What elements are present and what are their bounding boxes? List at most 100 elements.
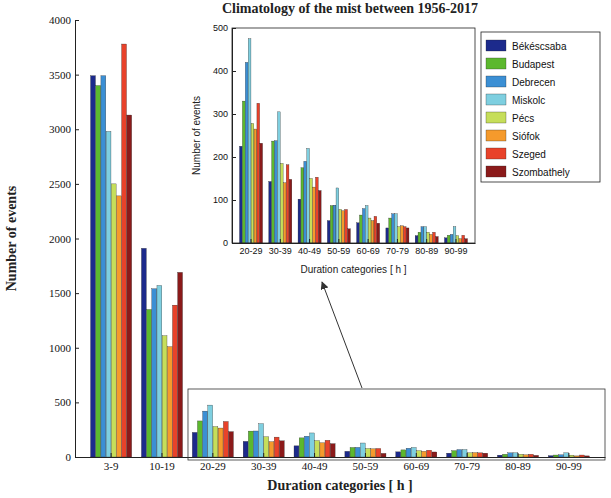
bar: [315, 177, 318, 243]
bar: [422, 451, 427, 457]
bar: [574, 456, 579, 457]
legend-label: Békéscsaba: [512, 41, 567, 52]
bar: [294, 446, 299, 457]
legend-label: Debrecen: [512, 77, 555, 88]
y-tick: 100: [213, 195, 236, 205]
y-tick-mark: [75, 293, 79, 294]
bar: [304, 161, 307, 243]
y-tick-mark: [75, 20, 79, 21]
y-axis-title: Number of events: [191, 96, 202, 175]
x-tick: 50-59: [327, 239, 350, 256]
x-tick-mark: [280, 239, 281, 243]
bar-series: [242, 101, 450, 243]
y-tick-label: 4000: [49, 14, 72, 26]
bar: [260, 143, 263, 243]
bar: [362, 209, 365, 243]
bar: [192, 432, 197, 457]
bar: [450, 234, 453, 243]
bar: [310, 433, 315, 457]
y-tick-label: 0: [223, 238, 228, 248]
y-axis-title: Number of events: [4, 185, 19, 291]
bar: [418, 232, 421, 243]
bar: [406, 228, 409, 243]
bar: [197, 421, 202, 457]
y-tick: 200: [213, 152, 236, 162]
y-tick-mark: [232, 157, 236, 158]
bar: [157, 285, 162, 457]
bar: [534, 455, 539, 457]
x-tick-label: 90-99: [444, 246, 467, 256]
bar: [518, 454, 523, 457]
x-tick-mark: [368, 239, 369, 243]
x-tick: 50-59: [353, 453, 379, 472]
x-tick-label: 60-69: [357, 246, 380, 256]
bar: [325, 440, 330, 457]
bar: [569, 455, 574, 457]
y-tick: 300: [213, 109, 236, 119]
bar: [320, 443, 325, 457]
bar: [371, 221, 374, 243]
bar: [345, 451, 350, 457]
x-tick-mark: [263, 453, 264, 457]
bar: [336, 188, 339, 243]
bar: [462, 235, 465, 243]
x-tick-label: 20-29: [240, 246, 263, 256]
x-tick-mark: [212, 453, 213, 457]
bar: [327, 221, 330, 243]
bar: [245, 62, 248, 243]
bar: [111, 184, 116, 457]
bar: [355, 447, 360, 457]
chart-1: 010020030040050020-2930-3940-4950-5960-6…: [191, 23, 476, 275]
bar: [248, 39, 251, 243]
bar: [513, 453, 518, 457]
bar: [254, 431, 259, 457]
x-tick-mark: [251, 239, 252, 243]
bar-series: [239, 146, 447, 243]
chart-svg: 050010001500200025003000350040003-910-19…: [0, 0, 611, 498]
x-tick: 3-9: [104, 453, 119, 472]
bar: [248, 431, 253, 457]
y-axis: 05001000150020002500300035004000: [49, 14, 79, 463]
bar: [579, 455, 584, 457]
x-tick: 30-39: [251, 453, 277, 472]
bar: [554, 455, 559, 457]
bar: [147, 310, 152, 457]
x-tick-mark: [397, 239, 398, 243]
legend-label: Miskolc: [512, 95, 545, 106]
bar: [330, 444, 335, 457]
bar: [377, 223, 380, 243]
x-tick-mark: [161, 453, 162, 457]
x-tick: 60-69: [357, 239, 380, 256]
y-axis: 0100200300400500: [213, 23, 236, 248]
bar: [453, 227, 456, 243]
bar: [269, 442, 274, 457]
x-tick-label: 70-79: [386, 246, 409, 256]
bar: [416, 451, 421, 457]
legend-swatch: [486, 166, 506, 177]
bar: [403, 227, 406, 243]
bar: [257, 103, 260, 243]
legend-label: Szeged: [512, 149, 546, 160]
x-axis-line: [233, 243, 476, 244]
bar: [127, 115, 132, 457]
bar: [433, 232, 436, 243]
x-tick-mark: [455, 239, 456, 243]
bar: [462, 450, 467, 457]
bar: [310, 179, 313, 244]
bar: [275, 141, 278, 243]
bar: [229, 432, 234, 457]
x-tick: 80-89: [415, 239, 438, 256]
bar: [368, 218, 371, 243]
legend-swatch: [486, 148, 506, 159]
zoom-arrow: [322, 282, 362, 388]
bar: [411, 447, 416, 457]
bar: [381, 453, 386, 457]
bar: [564, 453, 569, 457]
bar-series: [111, 184, 574, 457]
chart-title: Climatology of the mist between 1956-201…: [222, 1, 478, 16]
bar-series: [248, 39, 456, 243]
y-tick-label: 400: [213, 66, 228, 76]
bar: [167, 347, 172, 457]
x-tick-label: 90-99: [556, 460, 582, 472]
bar: [286, 165, 289, 243]
